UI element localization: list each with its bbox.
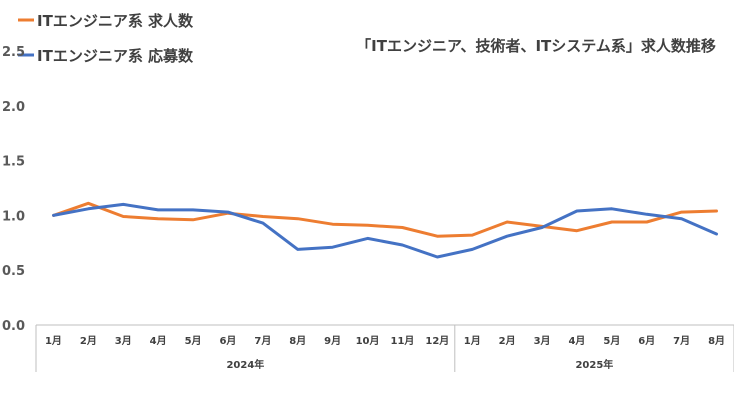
x-tick-label: 1月 (464, 335, 481, 347)
x-axis: 1月 2月 3月 4月 5月 6月 7月 8月 9月 10月 11月 12月 1月 2月 3月 4月 5月 6月 7… (35, 324, 734, 372)
x-tick-label: 7月 (673, 335, 690, 347)
x-tick-label: 2月 (499, 335, 516, 347)
x-tick-label: 3月 (115, 335, 132, 347)
x-tick-label: 6月 (638, 335, 655, 347)
x-tick-label: 10月 (356, 335, 380, 347)
x-year-label: 2024年 (226, 358, 264, 371)
legend-label-1: ITエンジニア系 応募数 (37, 47, 194, 65)
x-tick-label: 5月 (185, 335, 202, 347)
legend-entry-0: ITエンジニア系 求人数 (18, 12, 194, 30)
x-tick-label: 2月 (80, 335, 97, 347)
chart-title: 「ITエンジニア、技術者、ITシステム系」求人数推移 (356, 37, 716, 55)
y-tick-label: 2.5 (2, 45, 25, 60)
x-tick-label: 6月 (219, 335, 236, 347)
x-tick-label: 3月 (534, 335, 551, 347)
x-tick-label: 8月 (289, 335, 306, 347)
y-tick-label: 0.0 (2, 319, 25, 334)
x-tick-label: 7月 (254, 335, 271, 347)
x-tick-label: 4月 (150, 335, 167, 347)
y-axis-ticks: 0.0 0.5 1.0 1.5 2.0 2.5 (2, 45, 25, 334)
legend: ITエンジニア系 求人数 ITエンジニア系 応募数 (18, 12, 194, 65)
legend-label-0: ITエンジニア系 求人数 (37, 12, 194, 30)
x-tick-label: 11月 (390, 335, 414, 347)
x-tick-label: 1月 (45, 335, 62, 347)
x-tick-label: 9月 (324, 335, 341, 347)
y-tick-label: 1.0 (2, 209, 25, 224)
series-line-1 (52, 202, 718, 259)
series-line-0 (52, 201, 718, 238)
legend-entry-1: ITエンジニア系 応募数 (18, 47, 194, 65)
y-tick-label: 2.0 (2, 100, 25, 115)
y-tick-label: 0.5 (2, 264, 25, 279)
x-tick-label: 8月 (708, 335, 725, 347)
y-tick-label: 1.5 (2, 155, 25, 170)
x-tick-label: 12月 (425, 335, 449, 347)
x-tick-label: 4月 (568, 335, 585, 347)
series-lines (52, 201, 718, 259)
x-year-label: 2025年 (575, 358, 613, 371)
x-tick-label: 5月 (603, 335, 620, 347)
